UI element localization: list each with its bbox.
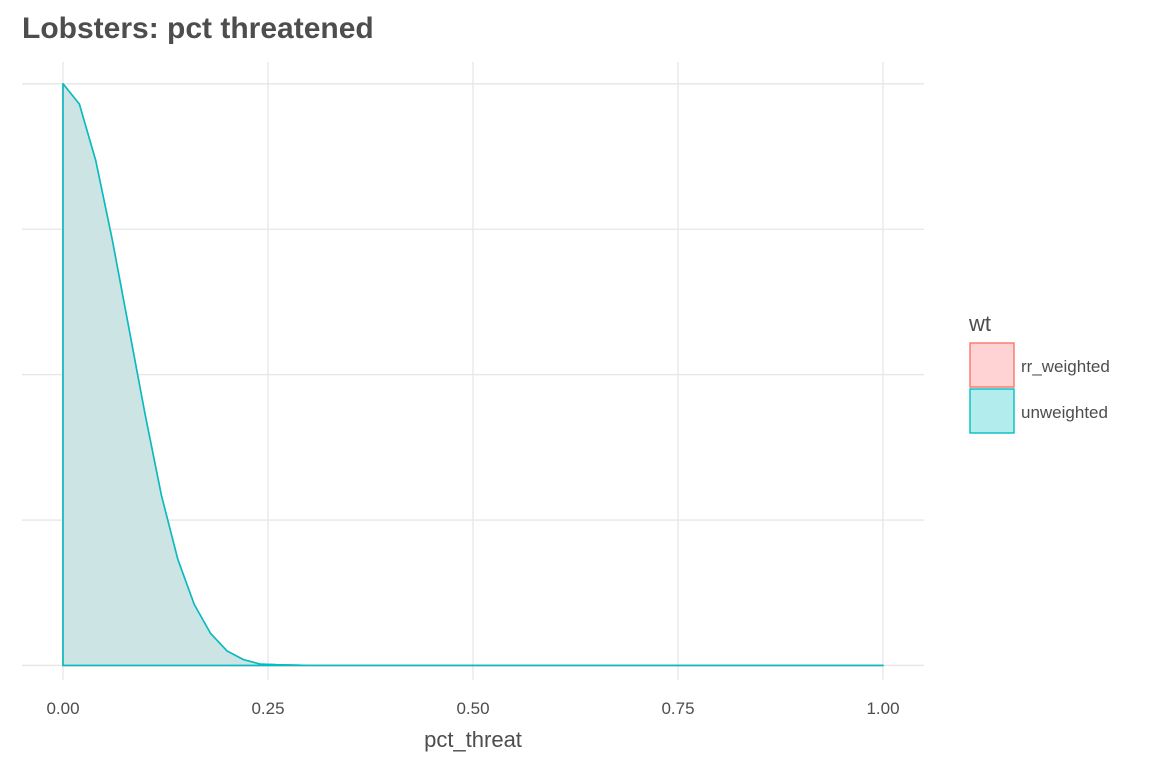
x-tick-labels: 0.00 0.25 0.50 0.75 1.00 (46, 699, 899, 718)
legend-title: wt (968, 311, 991, 336)
chart-title: Lobsters: pct threatened (22, 12, 374, 45)
x-tick-label-0: 0.00 (46, 699, 79, 718)
x-tick-label-1: 0.25 (251, 699, 284, 718)
legend: wt rr_weighted unweighted (968, 311, 1110, 434)
legend-key-unweighted (969, 388, 1015, 434)
x-axis-title: pct_threat (424, 727, 522, 752)
x-tick-label-3: 0.75 (661, 699, 694, 718)
legend-label-unweighted: unweighted (1021, 403, 1108, 422)
legend-label-rr_weighted: rr_weighted (1021, 357, 1110, 376)
x-tick-label-4: 1.00 (866, 699, 899, 718)
x-tick-label-2: 0.50 (456, 699, 489, 718)
legend-key-rr_weighted (969, 342, 1015, 388)
legend-entries: rr_weighted unweighted (969, 342, 1110, 434)
series-layer (62, 83, 884, 667)
density-area-unweighted (62, 83, 884, 667)
